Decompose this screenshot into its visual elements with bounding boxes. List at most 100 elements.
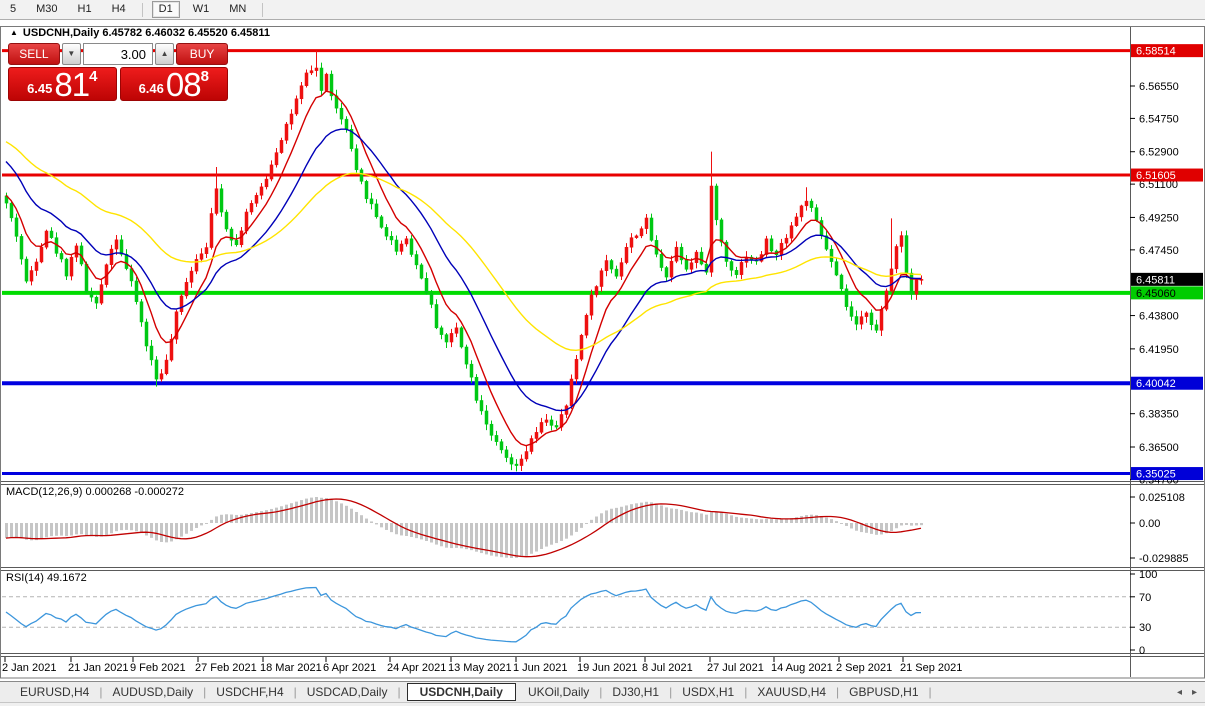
toolbar-separator bbox=[141, 2, 143, 17]
tab-separator: | bbox=[397, 685, 401, 699]
tab-separator: | bbox=[99, 685, 103, 699]
date-axis[interactable]: 2 Jan 2021 21 Jan 2021 9 Feb 2021 27 Feb 20… bbox=[2, 657, 962, 674]
buy-price-pip: 8 bbox=[200, 68, 209, 85]
sell-price-button[interactable]: 6.45 81 4 bbox=[8, 67, 117, 101]
date-tick-label: 1 Jun 2021 bbox=[513, 662, 567, 674]
tab-eurusd-h4[interactable]: EURUSD,H4 bbox=[20, 685, 90, 699]
sell-button[interactable]: SELL bbox=[8, 43, 60, 65]
price-tick-label: 6.43800 bbox=[1139, 311, 1179, 323]
chart-title-text: USDCNH,Daily 6.45782 6.46032 6.45520 6.4… bbox=[22, 27, 270, 39]
rsi-tick-label: 0 bbox=[1139, 645, 1145, 657]
sell-price-handle: 6.45 bbox=[27, 81, 53, 96]
volume-decrease-button[interactable]: ▼ bbox=[61, 43, 81, 65]
tab-ukoil-daily[interactable]: UKOil,Daily bbox=[527, 685, 590, 699]
tab-separator: | bbox=[293, 685, 297, 699]
tab-xauusd-h4[interactable]: XAUUSD,H4 bbox=[757, 685, 827, 699]
date-tick-label: 21 Sep 2021 bbox=[900, 662, 962, 674]
tab-separator: | bbox=[836, 685, 840, 699]
price-badge-label: 6.51605 bbox=[1136, 170, 1176, 182]
price-badge-label: 6.45811 bbox=[1136, 274, 1175, 286]
price-tick-label: 6.51100 bbox=[1139, 179, 1178, 191]
tab-usdchf-h4[interactable]: USDCHF,H4 bbox=[216, 685, 284, 699]
rsi-tick-label: 30 bbox=[1139, 622, 1151, 634]
timeframe-5[interactable]: 5 bbox=[10, 3, 17, 15]
price-badge-label: 6.35025 bbox=[1136, 469, 1176, 481]
tab-usdx-h1[interactable]: USDX,H1 bbox=[682, 685, 735, 699]
chart-title: ▲ USDCNH,Daily 6.45782 6.46032 6.45520 6.… bbox=[10, 27, 270, 39]
price-badge bbox=[1131, 44, 1203, 58]
date-tick-label: 24 Apr 2021 bbox=[387, 662, 446, 674]
price-tick-label: 6.56550 bbox=[1139, 81, 1179, 93]
volume-increase-button[interactable]: ▲ bbox=[155, 43, 175, 65]
one-click-trading-panel: SELL ▼ ▲ BUY 6.45 81 4 6.46 08 8 bbox=[8, 43, 228, 101]
date-tick-label: 9 Feb 2021 bbox=[130, 662, 186, 674]
rsi-label: RSI(14) 49.1672 bbox=[6, 572, 87, 584]
chart-tab-bar: EURUSD,H4 | AUDUSD,Daily | USDCHF,H4 | USDCAD,… bbox=[0, 681, 1205, 702]
price-badge-label: 6.40042 bbox=[1136, 378, 1176, 390]
price-tick-label: 6.47450 bbox=[1139, 245, 1179, 257]
date-tick-label: 27 Feb 2021 bbox=[195, 662, 257, 674]
chevron-down-icon: ▼ bbox=[67, 49, 76, 58]
timeframe-d1[interactable]: D1 bbox=[151, 1, 180, 18]
date-tick-label: 8 Jul 2021 bbox=[642, 662, 693, 674]
timeframe-w1[interactable]: W1 bbox=[192, 3, 210, 15]
sell-price-digits: 81 bbox=[54, 66, 90, 103]
sell-price-pip: 4 bbox=[89, 68, 98, 85]
macd-pane[interactable] bbox=[5, 497, 923, 558]
tab-usdcad-daily[interactable]: USDCAD,Daily bbox=[306, 685, 388, 699]
buy-button[interactable]: BUY bbox=[176, 43, 228, 65]
timeframe-m30[interactable]: M30 bbox=[36, 3, 58, 15]
volume-input[interactable] bbox=[83, 43, 153, 65]
date-tick-label: 21 Jan 2021 bbox=[68, 662, 129, 674]
timeframe-toolbar: 5 M30 H1 H4 D1 W1 MN bbox=[0, 0, 1205, 20]
tab-scroll-right-icon[interactable]: ▸ bbox=[1191, 686, 1197, 698]
price-badge bbox=[1131, 376, 1203, 390]
chevron-up-icon: ▲ bbox=[160, 49, 169, 58]
tab-dj30-h1[interactable]: DJ30,H1 bbox=[612, 685, 660, 699]
tab-scroll-left-icon[interactable]: ◂ bbox=[1176, 686, 1182, 698]
timeframe-h4[interactable]: H4 bbox=[111, 3, 126, 15]
buy-price-digits: 08 bbox=[165, 66, 202, 103]
date-tick-label: 2 Sep 2021 bbox=[836, 662, 892, 674]
date-tick-label: 2 Jan 2021 bbox=[2, 662, 56, 674]
timeframe-h1[interactable]: H1 bbox=[77, 3, 92, 15]
rsi-tick-label: 70 bbox=[1139, 592, 1151, 604]
price-badge bbox=[1131, 467, 1203, 481]
price-tick-label: 6.38350 bbox=[1139, 409, 1179, 421]
price-badge-label: 6.58514 bbox=[1136, 46, 1176, 58]
tab-usdcnh-daily[interactable]: USDCNH,Daily bbox=[406, 683, 516, 701]
rsi-pane[interactable] bbox=[2, 586, 1130, 643]
status-bar bbox=[0, 702, 1205, 706]
price-tick-label: 6.36500 bbox=[1139, 442, 1179, 454]
price-badge-label: 6.45060 bbox=[1136, 288, 1176, 300]
timeframe-mn[interactable]: MN bbox=[229, 3, 247, 15]
tab-audusd-daily[interactable]: AUDUSD,Daily bbox=[112, 685, 194, 699]
ma-48-line bbox=[5, 141, 922, 352]
price-tick-label: 6.52900 bbox=[1139, 147, 1179, 159]
tab-separator: | bbox=[744, 685, 748, 699]
ma-8-line bbox=[5, 90, 922, 447]
tab-separator: | bbox=[203, 685, 207, 699]
macd-signal-line bbox=[5, 498, 922, 558]
buy-price-button[interactable]: 6.46 08 8 bbox=[119, 66, 228, 103]
tab-separator: | bbox=[599, 685, 603, 699]
tab-gbpusd-h1[interactable]: GBPUSD,H1 bbox=[849, 685, 919, 699]
macd-tick-label: -0.029885 bbox=[1139, 553, 1189, 565]
date-tick-label: 18 Mar 2021 bbox=[260, 662, 322, 674]
date-tick-label: 19 Jun 2021 bbox=[577, 662, 638, 674]
price-tick-label: 6.49250 bbox=[1139, 212, 1179, 224]
price-axis[interactable]: 6.56550 6.54750 6.52900 6.51100 6.49250 6.474… bbox=[1130, 44, 1203, 657]
rsi-tick-label: 100 bbox=[1139, 569, 1157, 581]
rsi-line bbox=[5, 586, 922, 643]
ma-20-line bbox=[5, 128, 922, 412]
date-tick-label: 27 Jul 2021 bbox=[707, 662, 764, 674]
collapse-triangle-icon[interactable]: ▲ bbox=[10, 28, 18, 37]
price-badge bbox=[1131, 272, 1203, 286]
macd-tick-label: 0.00 bbox=[1139, 518, 1160, 530]
tab-separator: | bbox=[928, 685, 932, 699]
toolbar-separator bbox=[262, 2, 264, 17]
price-tick-label: 6.54750 bbox=[1139, 113, 1179, 125]
date-tick-label: 14 Aug 2021 bbox=[771, 662, 833, 674]
